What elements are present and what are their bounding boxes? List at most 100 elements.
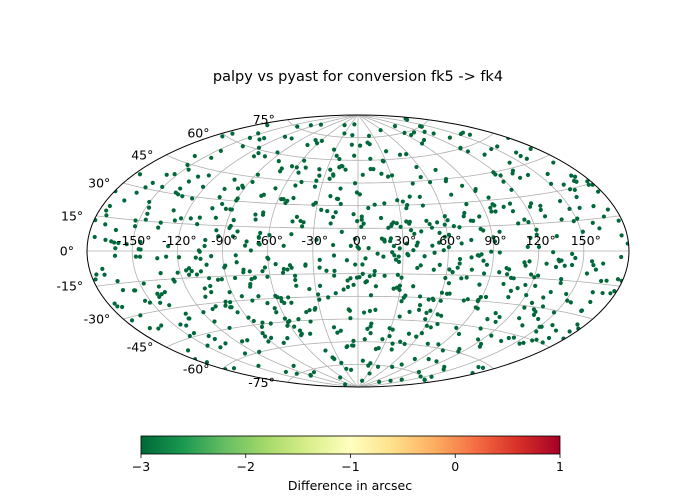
data-point <box>536 244 542 250</box>
data-point <box>223 206 229 211</box>
data-point <box>540 340 545 345</box>
data-point <box>308 319 313 324</box>
colorbar-tick-label: −1 <box>341 459 359 474</box>
data-point <box>534 337 539 342</box>
y-tick-label: 60° <box>187 126 209 141</box>
x-tick-label: -90° <box>211 233 238 248</box>
data-point <box>499 338 504 344</box>
data-point <box>115 304 120 309</box>
x-tick-label: 150° <box>571 233 601 248</box>
data-point <box>619 233 624 238</box>
data-point <box>400 199 405 204</box>
data-point <box>317 265 322 270</box>
data-point <box>389 347 394 352</box>
data-point <box>367 274 372 279</box>
data-point <box>186 167 191 172</box>
data-point <box>206 333 211 339</box>
data-point <box>368 331 373 336</box>
data-point <box>556 257 561 262</box>
parallel-line-0 <box>287 363 429 383</box>
data-point <box>380 337 385 342</box>
data-point <box>159 292 164 297</box>
data-point <box>230 131 235 136</box>
y-tick-label: -60° <box>183 361 210 376</box>
data-point <box>426 297 431 302</box>
data-point <box>256 234 261 240</box>
data-point <box>107 203 112 209</box>
data-point <box>528 272 534 277</box>
data-point <box>360 271 365 276</box>
data-point <box>308 123 313 128</box>
data-point <box>276 159 281 164</box>
data-point <box>185 348 191 353</box>
data-point <box>209 290 214 295</box>
data-point <box>369 321 374 326</box>
data-point <box>198 256 203 261</box>
data-point <box>394 221 399 226</box>
data-point <box>398 339 403 344</box>
data-point <box>509 187 514 192</box>
data-point <box>197 249 202 254</box>
data-point <box>569 262 575 268</box>
data-point <box>366 205 371 211</box>
data-point <box>346 307 351 312</box>
data-point <box>351 282 356 287</box>
data-point <box>371 167 376 172</box>
data-point <box>483 294 489 300</box>
data-point <box>260 320 265 325</box>
data-point <box>538 207 543 212</box>
data-point <box>570 251 575 256</box>
data-point <box>214 228 219 233</box>
data-point <box>231 366 237 371</box>
data-point <box>569 173 574 178</box>
data-point <box>344 258 349 263</box>
data-point <box>293 183 298 188</box>
data-point <box>256 294 261 299</box>
data-point <box>331 253 337 258</box>
data-point <box>294 214 300 219</box>
data-point <box>343 382 348 387</box>
data-point <box>571 219 576 224</box>
data-point <box>335 330 340 335</box>
data-point <box>353 262 358 267</box>
data-point <box>348 367 354 372</box>
data-point <box>446 244 451 250</box>
data-point <box>251 154 257 159</box>
data-point <box>541 295 546 300</box>
data-point <box>424 310 429 315</box>
data-point <box>461 298 466 303</box>
data-point <box>258 230 263 236</box>
data-point <box>382 273 387 278</box>
data-point <box>281 340 286 345</box>
data-point <box>275 150 280 155</box>
data-point <box>360 378 365 383</box>
data-point <box>282 134 288 139</box>
x-tick-label: -120° <box>162 233 197 248</box>
data-point <box>432 250 437 255</box>
data-point <box>373 284 379 289</box>
data-point <box>337 165 342 170</box>
data-point <box>447 267 452 272</box>
data-point <box>545 171 550 177</box>
data-point <box>445 218 450 223</box>
data-point <box>412 231 417 236</box>
data-point <box>553 328 559 333</box>
data-point <box>197 215 202 220</box>
data-point <box>212 336 217 342</box>
data-point <box>567 329 572 334</box>
data-point <box>240 144 245 149</box>
data-point <box>267 232 272 238</box>
data-point <box>391 220 396 225</box>
data-point <box>291 363 296 368</box>
data-point <box>235 229 240 234</box>
data-point <box>451 224 456 229</box>
parallel-line-3 <box>123 295 593 320</box>
data-point <box>600 290 605 296</box>
data-point <box>435 321 440 327</box>
data-point <box>190 196 195 201</box>
data-point <box>164 172 169 177</box>
data-point <box>571 178 577 183</box>
data-point <box>372 202 377 207</box>
data-point <box>469 255 474 260</box>
